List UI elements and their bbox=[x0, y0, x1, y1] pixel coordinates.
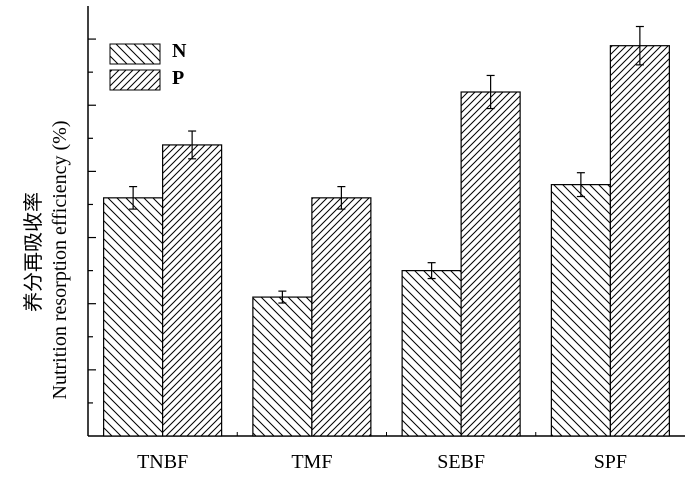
x-ticks bbox=[162, 429, 611, 436]
bar-n-sebf bbox=[401, 270, 462, 437]
legend-label-p: P bbox=[172, 67, 184, 89]
x-tick-labels: TNBF TMF SEBF SPF bbox=[137, 451, 627, 473]
error-bars bbox=[129, 25, 644, 304]
legend-label-n: N bbox=[172, 40, 187, 62]
legend-swatch-p bbox=[109, 69, 161, 91]
legend-swatch-n bbox=[109, 43, 161, 65]
x-tick-label-tnbf: TNBF bbox=[137, 451, 188, 473]
legend: N P bbox=[109, 40, 187, 91]
x-tick-label-tmf: TMF bbox=[291, 451, 332, 473]
bar-n-spf bbox=[550, 184, 611, 437]
bar-n-tnbf bbox=[103, 197, 164, 437]
y-axis-label: Nutrition resorption efficiency (%) bbox=[49, 121, 71, 400]
y-axis-label-chinese: 养分再吸收率 bbox=[22, 192, 45, 312]
x-tick-label-spf: SPF bbox=[594, 451, 627, 473]
bars bbox=[103, 45, 670, 437]
y-ticks bbox=[88, 38, 96, 404]
bar-n-tmf bbox=[252, 296, 313, 437]
bar-p-spf bbox=[609, 45, 670, 437]
x-tick-label-sebf: SEBF bbox=[437, 451, 485, 473]
bar-p-sebf bbox=[460, 91, 521, 437]
bar-p-tmf bbox=[311, 197, 372, 437]
bar-p-tnbf bbox=[162, 144, 223, 437]
